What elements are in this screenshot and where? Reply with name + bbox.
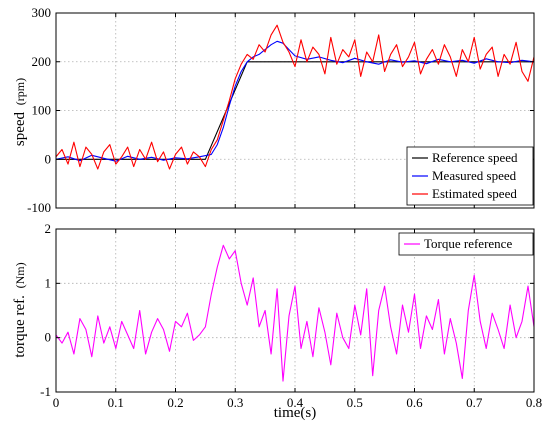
y-tick-label: -1 (40, 384, 51, 399)
torque-chart-y-ticks: -1 0 1 2 (40, 221, 534, 399)
torque-chart-x-ticks: 0 0.1 0.2 0.3 0.4 0.5 0.6 0.7 0.8 (53, 229, 542, 410)
series-line-measured-speed (56, 40, 534, 162)
torque-chart-grid (56, 229, 534, 392)
y-tick-label: 0 (45, 151, 52, 166)
speed-chart-legend: Reference speed Measured speed Estimated s… (406, 146, 534, 206)
torque-chart-series (56, 244, 534, 382)
legend-label-reference-speed: Reference speed (432, 150, 518, 165)
x-tick-label: 0.2 (167, 395, 183, 410)
x-tick-label: 0.3 (227, 395, 243, 410)
y-tick-label: 1 (45, 275, 52, 290)
x-tick-label: 0.1 (108, 395, 124, 410)
series-line-estimated-speed (56, 24, 534, 170)
y-tick-label: 100 (32, 103, 52, 118)
speed-chart-series (56, 24, 534, 170)
y-tick-label: 0 (45, 330, 52, 345)
series-line-torque-reference (56, 244, 534, 382)
y-tick-label: 2 (45, 221, 52, 236)
torque-chart-x-label: time(s) (274, 405, 317, 421)
legend-label-measured-speed: Measured speed (432, 168, 517, 183)
speed-chart-y-label-text: speed (12, 111, 28, 146)
torque-chart-legend-box (398, 232, 534, 256)
speed-chart-y-ticks: -100 0 100 200 300 (27, 5, 534, 215)
y-tick-label: 300 (32, 5, 52, 20)
legend-label-estimated-speed: Estimated speed (432, 186, 517, 201)
y-tick-label: 200 (32, 54, 52, 69)
x-tick-label: 0.7 (466, 395, 483, 410)
x-tick-label: 0.5 (347, 395, 363, 410)
speed-chart-y-label-unit: (rpm) (13, 78, 27, 105)
x-tick-label: 0.6 (406, 395, 423, 410)
speed-chart-grid (56, 13, 534, 208)
x-tick-label: 0.4 (287, 395, 304, 410)
torque-chart-y-label-text: torque ref. (12, 295, 28, 357)
speed-chart: -100 0 100 200 300 speed (rpm) Reference spe… (12, 5, 535, 215)
torque-chart-y-label-unit: (Nm) (13, 262, 27, 288)
speed-chart-y-label: speed (rpm) (12, 78, 28, 146)
torque-chart-legend: Torque reference (398, 232, 534, 256)
torque-chart-y-label: torque ref. (Nm) (12, 262, 28, 357)
series-line-reference-speed (56, 61, 534, 160)
legend-label-torque-reference: Torque reference (424, 236, 512, 251)
y-tick-label: -100 (27, 200, 51, 215)
x-tick-label: 0.8 (526, 395, 542, 410)
x-tick-label: 0 (53, 395, 60, 410)
